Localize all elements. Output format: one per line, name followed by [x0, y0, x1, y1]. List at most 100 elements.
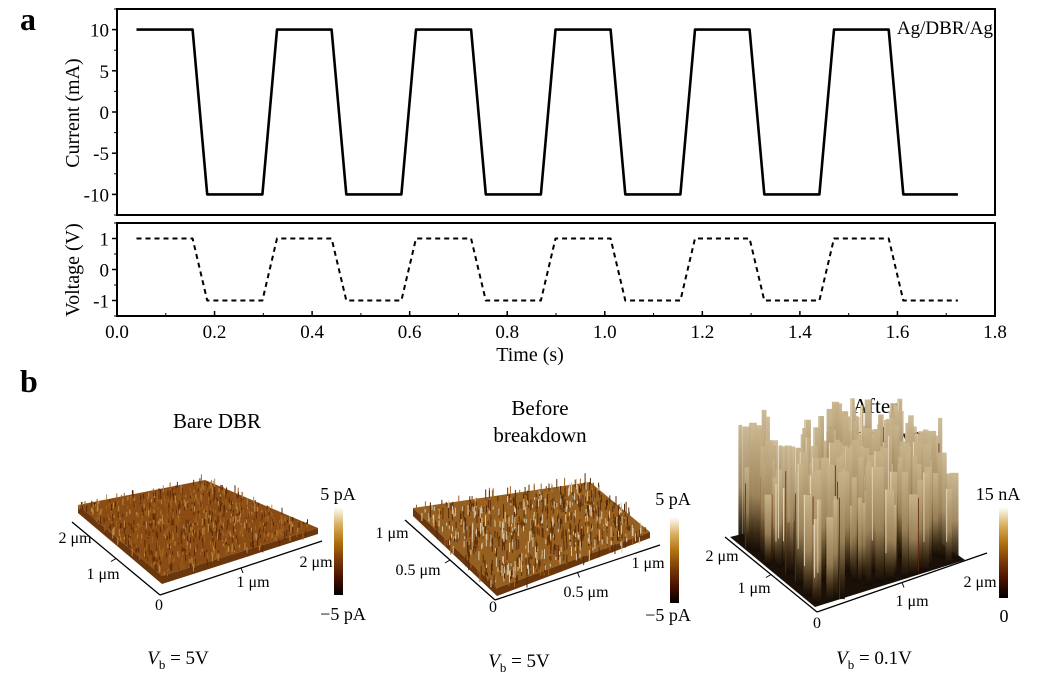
y-tick-label: -1 [93, 292, 109, 313]
afm-column [885, 489, 894, 581]
time-axis-label: Time (s) [496, 344, 564, 366]
bias-subscript: b [500, 660, 507, 675]
afm-column [803, 494, 812, 597]
afm-axes-before-breakdown [404, 519, 661, 601]
afm-right-axis-label-1: 0.5 μm [563, 584, 609, 601]
afm-right-axis-label-2: 2 μm [299, 554, 333, 571]
afm-column [749, 422, 757, 551]
bias-label-bare-dbr: Vb = 5V [147, 648, 209, 672]
y-tick-label: -10 [84, 185, 109, 206]
afm-origin-label: 0 [813, 615, 821, 632]
y-tick-label: 10 [90, 21, 109, 42]
afm-column [797, 463, 804, 586]
bias-value: = 0.1V [854, 648, 912, 669]
afm-left-axis-label-1: 0.5 μm [395, 562, 441, 579]
afm-left-axis-label-1: 1 μm [86, 566, 120, 583]
x-tick-label: 1.4 [788, 322, 812, 343]
bias-symbol: V [488, 651, 502, 672]
x-tick-label: 0.2 [203, 322, 227, 343]
afm-left-axis-label-2: 1 μm [375, 525, 409, 542]
afm-right-axis-label-1: 1 μm [236, 574, 270, 591]
afm-column [764, 494, 772, 566]
current-series-line [136, 28, 958, 196]
afm-column [843, 471, 850, 573]
afm-column [932, 473, 941, 557]
afm-axes-bare-dbr [71, 521, 323, 596]
afm-origin-label: 0 [489, 599, 497, 616]
afm-column [909, 424, 914, 542]
y-tick-label: 0 [100, 103, 110, 124]
bias-symbol: V [147, 648, 161, 669]
x-tick-label: 1.6 [886, 322, 910, 343]
afm-origin-label: 0 [155, 597, 163, 614]
afm-column [822, 457, 829, 568]
afm-column [949, 472, 959, 559]
x-tick-label: 1.0 [593, 322, 617, 343]
afm-surface-side [78, 505, 318, 584]
afm-column [892, 504, 896, 577]
afm-column [866, 461, 872, 586]
afm-left-axis-label-1: 1 μm [737, 580, 771, 597]
afm-column [816, 499, 822, 605]
voltage-plot-frame [116, 222, 996, 317]
afm-column [777, 469, 782, 569]
afm-column [917, 479, 923, 571]
voltage-series-line [136, 237, 958, 302]
afm-column [875, 466, 884, 583]
afm-right-axis-label-1: 1 μm [895, 593, 929, 610]
bias-label-before-breakdown: Vb = 5V [488, 651, 550, 675]
y-tick-label: -5 [93, 144, 109, 165]
afm-column [901, 471, 908, 579]
afm-column [922, 472, 929, 572]
current-plot-frame [116, 8, 996, 216]
afm-tick [444, 559, 451, 564]
afm-column [738, 424, 743, 537]
afm-left-axis-label-2: 2 μm [705, 548, 739, 565]
afm-column [833, 499, 838, 599]
afm-surface-side [413, 508, 650, 596]
x-tick-label: 0.6 [398, 322, 422, 343]
afm-surface-bare-dbr [78, 474, 318, 584]
x-tick-label: 1.2 [690, 322, 714, 343]
afm-surface-before-breakdown [413, 473, 650, 596]
afm-title-line-2: breakdown [493, 423, 587, 447]
afm-column [753, 429, 761, 552]
bias-symbol: V [836, 648, 850, 669]
afm-column [826, 517, 834, 602]
bias-value: = 5V [165, 648, 209, 669]
afm-tick [110, 558, 117, 562]
afm-column [945, 488, 952, 565]
afm-panel-before-breakdown: Before breakdown 1 μm 0.5 μm 0.5 μm 1 μm… [375, 396, 690, 675]
colorbar-max-label: 15 nA [976, 484, 1021, 504]
colorbar-max-label: 5 pA [655, 489, 691, 509]
colorbar-bare-dbr [334, 507, 343, 595]
colorbar-min-label: −5 pA [320, 604, 366, 624]
afm-column [938, 452, 947, 559]
current-axis-label: Current (mA) [62, 58, 84, 167]
colorbar-max-label: 5 pA [320, 484, 356, 504]
bias-subscript: b [848, 657, 855, 672]
panel-label-b: b [20, 363, 38, 399]
voltage-axis-label: Voltage (V) [62, 223, 84, 317]
x-tick-label: 1.8 [983, 322, 1007, 343]
current-plot: Ag/DBR/Ag Current (mA) 10 5 0 -5 -10 [62, 8, 996, 216]
afm-column [862, 503, 866, 579]
afm-column [857, 497, 862, 584]
bias-value: = 5V [506, 651, 550, 672]
afm-column [784, 445, 792, 574]
colorbar-after-breakdown [999, 507, 1008, 598]
afm-column [851, 477, 857, 582]
afm-right-axis-label-2: 1 μm [631, 555, 665, 572]
colorbar-min-label: 0 [1000, 606, 1009, 626]
voltage-plot: Voltage (V) 1 0 -1 [62, 222, 996, 317]
afm-column [775, 484, 780, 566]
colorbar-min-label: −5 pA [645, 605, 691, 625]
afm-title-line-1: Before [511, 396, 568, 420]
afm-column [760, 446, 765, 558]
y-tick-label: 0 [100, 261, 110, 282]
panel-label-a: a [20, 1, 36, 37]
y-tick-label: 5 [100, 62, 110, 83]
x-tick-label: 0.0 [105, 322, 129, 343]
colorbar-before-breakdown [670, 517, 679, 603]
